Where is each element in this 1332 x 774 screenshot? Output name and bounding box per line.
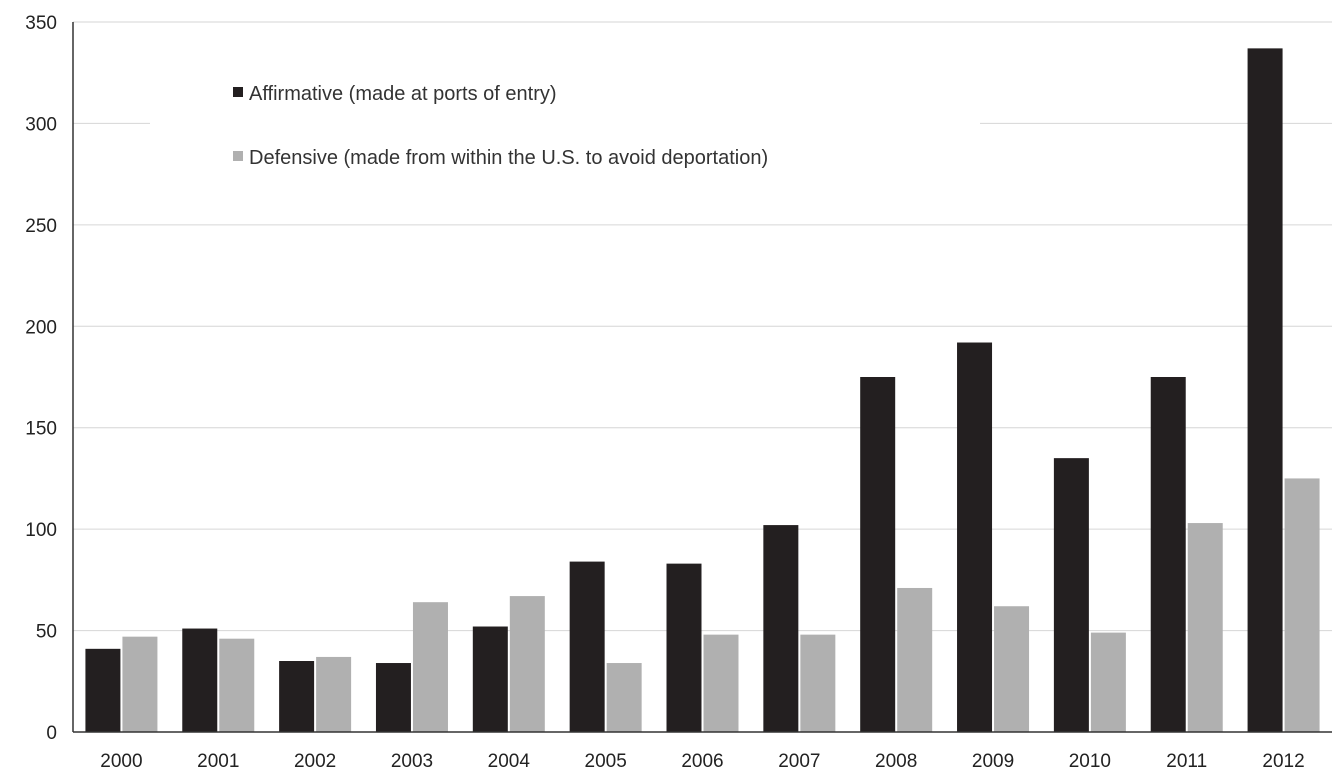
bar-affirmative-2001 <box>182 628 218 732</box>
y-tick-label: 150 <box>25 419 57 440</box>
bar-affirmative-2010 <box>1053 458 1089 732</box>
bar-defensive-2006 <box>703 634 739 732</box>
bar-affirmative-2006 <box>666 563 702 732</box>
x-tick-label: 2004 <box>488 751 531 772</box>
x-tick-label: 2007 <box>778 751 820 772</box>
bar-defensive-2003 <box>412 602 448 732</box>
y-tick-label: 350 <box>25 13 57 34</box>
y-tick-label: 50 <box>36 622 57 643</box>
y-tick-label: 0 <box>46 723 57 744</box>
bar-defensive-2010 <box>1090 632 1126 732</box>
x-tick-label: 2010 <box>1069 751 1111 772</box>
bar-affirmative-2007 <box>763 525 799 732</box>
x-tick-label: 2011 <box>1166 751 1207 772</box>
x-tick-label: 2001 <box>197 751 239 772</box>
bar-defensive-2000 <box>122 636 158 732</box>
bar-defensive-2004 <box>509 596 545 732</box>
bar-affirmative-2005 <box>569 561 605 732</box>
bar-affirmative-2000 <box>85 648 121 732</box>
legend-label-affirmative: Affirmative (made at ports of entry) <box>249 83 557 105</box>
bar-affirmative-2002 <box>279 661 315 732</box>
y-axis-tick-labels: 0 50 100 150 200 250 300 350 <box>25 13 57 744</box>
bar-defensive-2008 <box>897 587 933 732</box>
bar-defensive-2012 <box>1284 478 1320 732</box>
x-tick-label: 2000 <box>100 751 142 772</box>
bar-affirmative-2008 <box>860 377 896 732</box>
bar-defensive-2005 <box>606 663 642 732</box>
x-tick-label: 2012 <box>1262 751 1304 772</box>
x-axis-tick-labels: 2000 2001 2002 2003 2004 2005 2006 2007 2008 2009… <box>100 751 1304 772</box>
legend-label-defensive: Defensive (made from within the U.S. to … <box>249 147 768 169</box>
bar-affirmative-2009 <box>957 342 993 732</box>
bar-affirmative-2011 <box>1150 377 1186 732</box>
bar-defensive-2007 <box>800 634 836 732</box>
y-tick-label: 250 <box>25 216 57 237</box>
bar-affirmative-2012 <box>1247 48 1283 732</box>
x-tick-label: 2006 <box>681 751 723 772</box>
bar-defensive-2001 <box>219 638 255 732</box>
bar-defensive-2002 <box>316 656 352 732</box>
legend: Affirmative (made at ports of entry) Def… <box>150 72 980 184</box>
legend-swatch-affirmative <box>233 87 243 97</box>
bar-affirmative-2004 <box>472 626 508 732</box>
legend-swatch-defensive <box>233 151 243 161</box>
x-tick-label: 2005 <box>585 751 627 772</box>
y-tick-label: 300 <box>25 114 57 135</box>
y-tick-label: 100 <box>25 520 57 541</box>
x-tick-label: 2008 <box>875 751 917 772</box>
bar-affirmative-2003 <box>375 663 411 732</box>
legend-background <box>150 72 980 184</box>
y-tick-label: 200 <box>25 317 57 338</box>
x-tick-label: 2002 <box>294 751 336 772</box>
x-tick-label: 2003 <box>391 751 433 772</box>
bars <box>85 48 1320 732</box>
bar-defensive-2011 <box>1187 523 1223 732</box>
bar-defensive-2009 <box>994 606 1030 732</box>
x-tick-label: 2009 <box>972 751 1014 772</box>
